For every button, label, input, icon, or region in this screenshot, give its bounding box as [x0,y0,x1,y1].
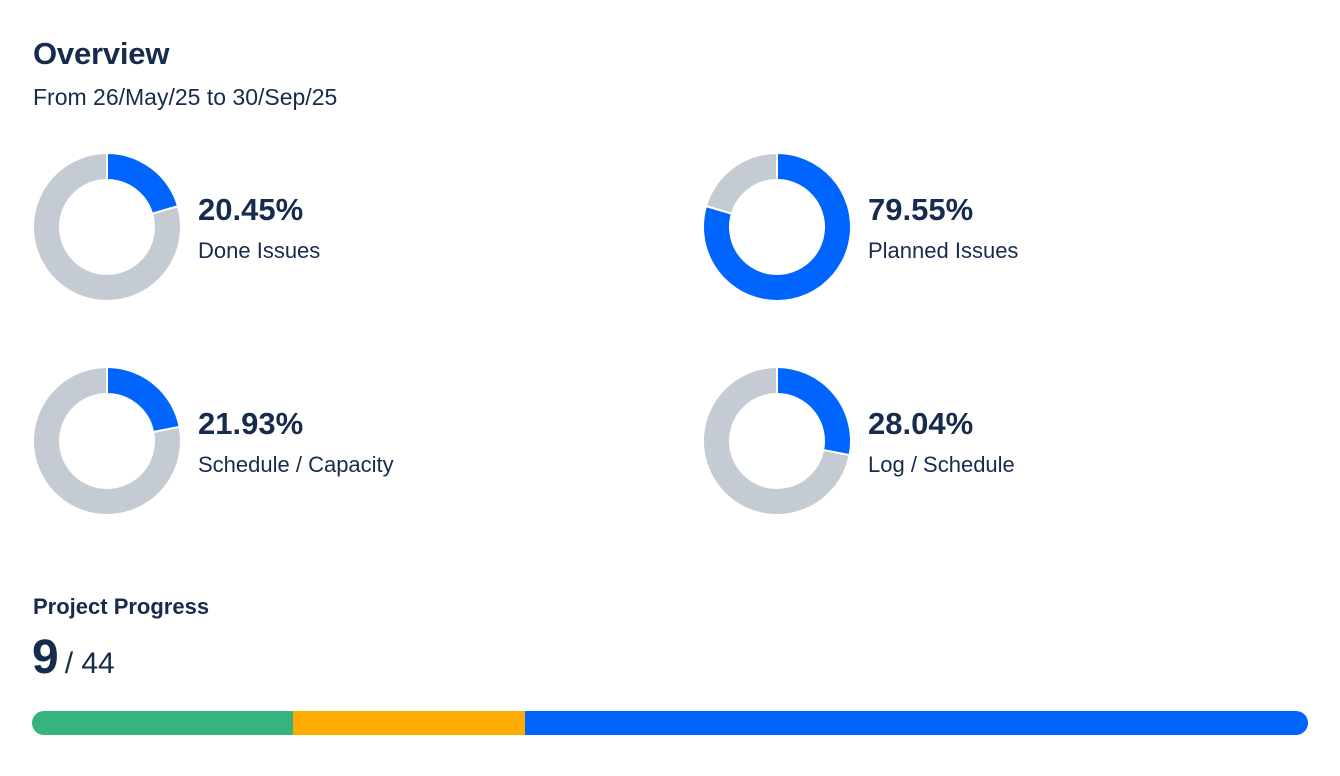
project-progress-bar [32,711,1308,735]
metric-percent: 21.93% [198,406,304,441]
donut-filled-slice [106,366,181,434]
progress-segment-in-progress [292,711,525,735]
progress-segment-to-do [524,711,1308,735]
metric-label: Done Issues [198,238,321,263]
metric-percent: 20.45% [198,192,304,227]
metric-percent: 28.04% [868,406,974,441]
donut-filled-slice [702,152,852,302]
metric-label: Schedule / Capacity [198,452,394,477]
project-progress-count: 9/ 44 [32,630,115,685]
donut-remaining-slice [704,152,778,215]
metric-label: Planned Issues [868,238,1019,263]
donut-chart [702,366,852,516]
donut-filled-slice [776,366,852,457]
total-count: / 44 [64,647,115,680]
done-count: 9 [32,631,59,684]
donut-remaining-slice [32,366,182,516]
progress-segment-done [32,711,293,735]
overview-title: Overview [33,36,170,71]
metric-log-schedule: 28.04% Log / Schedule [702,366,1262,516]
donut-chart [32,366,182,516]
donut-chart [32,152,182,302]
metric-planned-issues: 79.55% Planned Issues [702,152,1262,302]
project-progress-title: Project Progress [33,594,210,619]
donut-filled-slice [106,152,180,215]
metric-schedule-capacity: 21.93% Schedule / Capacity [32,366,592,516]
metric-percent: 79.55% [868,192,974,227]
metric-done-issues: 20.45% Done Issues [32,152,592,302]
donut-remaining-slice [32,152,182,302]
metric-label: Log / Schedule [868,452,1015,477]
date-range: From 26/May/25 to 30/Sep/25 [33,84,338,110]
donut-remaining-slice [702,366,851,516]
donut-chart [702,152,852,302]
